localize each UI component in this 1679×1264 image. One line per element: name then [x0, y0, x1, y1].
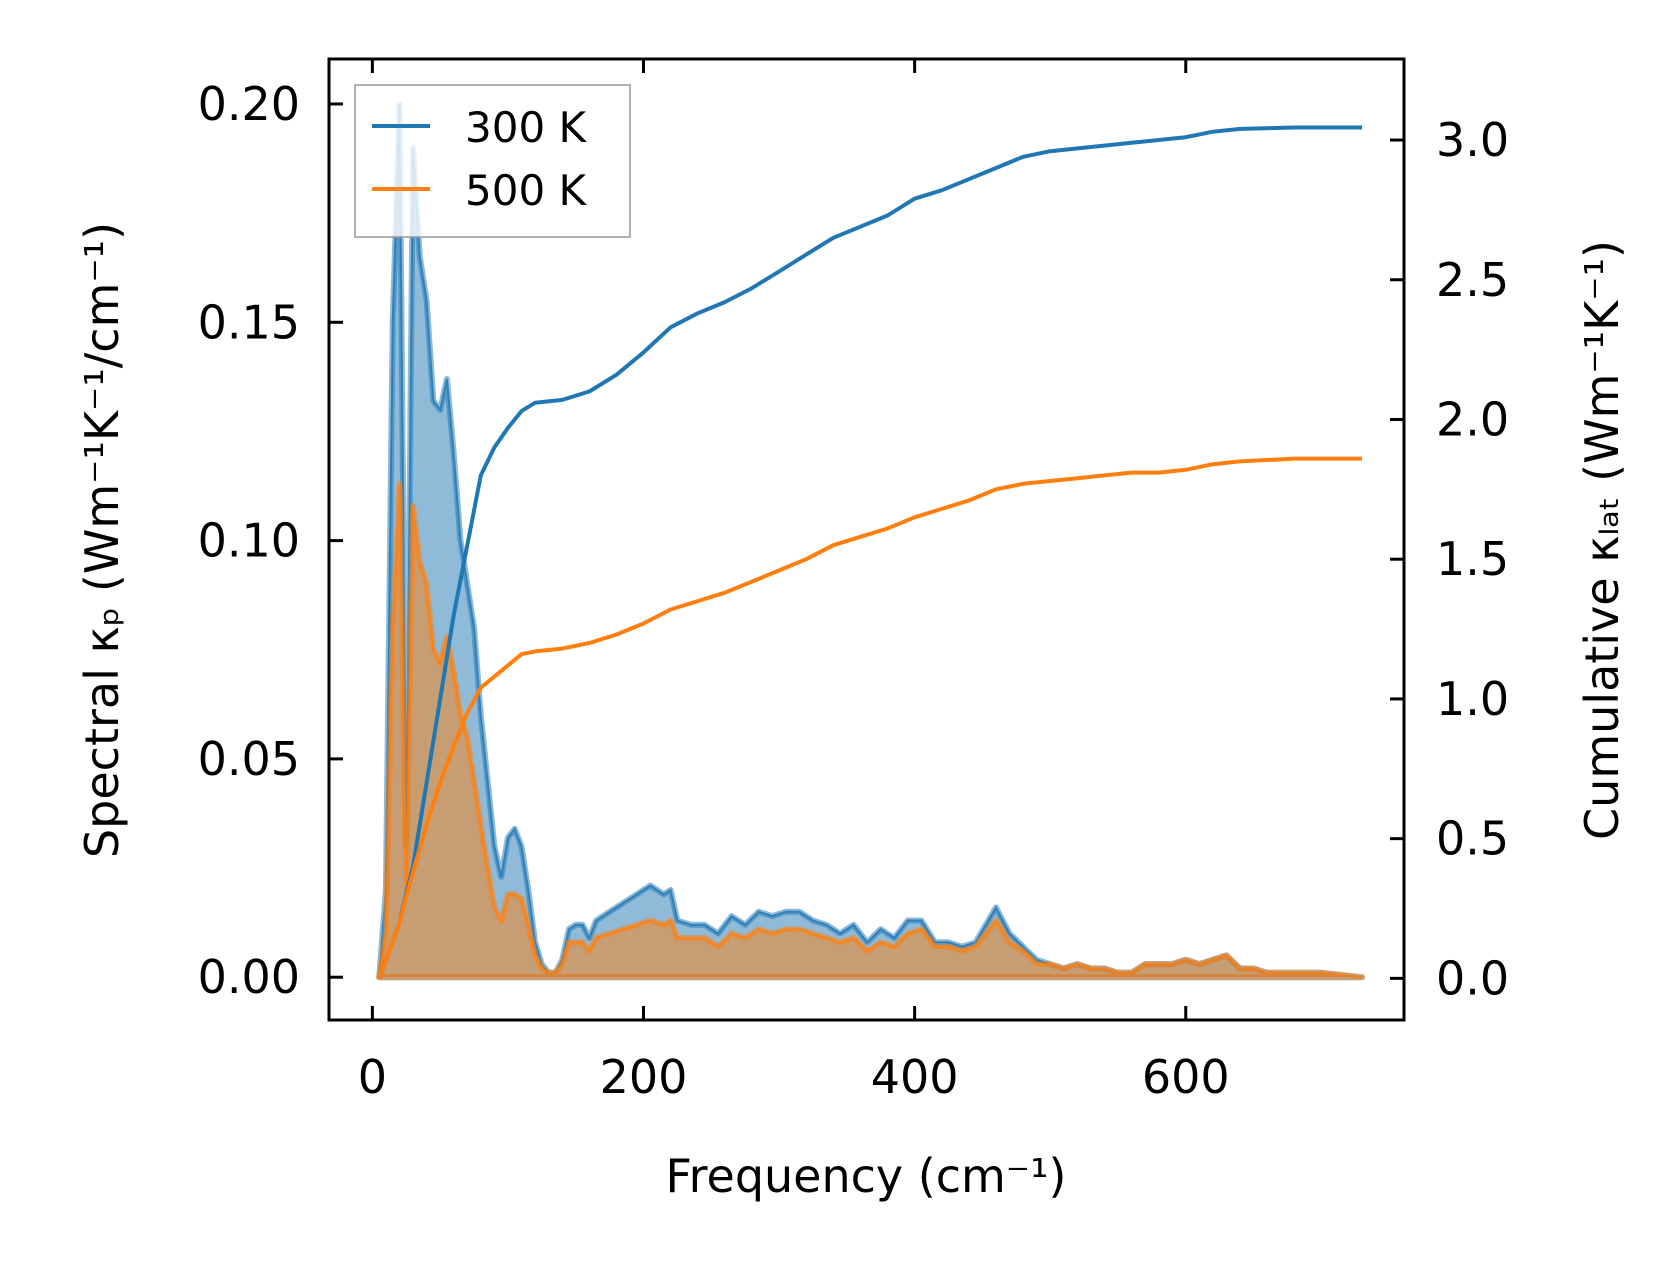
y-tick-label: 0.05	[198, 732, 300, 786]
y-tick-label: 0.10	[198, 514, 300, 568]
y-tick-label: 0.00	[198, 950, 300, 1004]
y-tick-label: 0.15	[198, 295, 300, 349]
cumulative-line-300k	[377, 125, 1362, 980]
y2-tick-label: 0.0	[1436, 951, 1509, 1005]
y2-tick-label: 1.0	[1436, 672, 1509, 726]
legend-label-300k: 300 K	[465, 103, 588, 152]
y2-tick-label: 0.5	[1436, 812, 1509, 866]
x-tick-label: 200	[600, 1050, 688, 1104]
y2-tick-label: 2.0	[1436, 392, 1509, 446]
y-axis-label: Spectral κₚ (Wm⁻¹K⁻¹/cm⁻¹)	[75, 222, 129, 858]
axis-ticks: 0 200 400 600 0.00 0.05 0.10 0.15 0.20 0.0 0.5 1.0 1…	[198, 59, 1509, 1104]
legend-label-500k: 500 K	[465, 166, 588, 215]
y2-tick-label: 3.0	[1436, 113, 1509, 167]
legend-box	[354, 84, 631, 238]
spectral-fills	[376, 101, 1365, 981]
spectral-line-500k	[378, 483, 1363, 979]
legend: 300 K 500 K	[354, 84, 631, 238]
x-axis-label: Frequency (cm⁻¹)	[666, 1149, 1067, 1203]
y2-tick-label: 2.5	[1436, 253, 1509, 307]
y2-tick-label: 1.5	[1436, 532, 1509, 586]
x-tick-label: 0	[358, 1050, 387, 1104]
cumulative-lines	[377, 125, 1362, 980]
x-tick-label: 400	[871, 1050, 959, 1104]
x-tick-label: 600	[1142, 1050, 1230, 1104]
cumulative-line-500k	[377, 456, 1362, 980]
y-tick-label: 0.20	[198, 77, 300, 131]
y2-axis-label: Cumulative κₗₐₜ (Wm⁻¹K⁻¹)	[1575, 240, 1629, 840]
